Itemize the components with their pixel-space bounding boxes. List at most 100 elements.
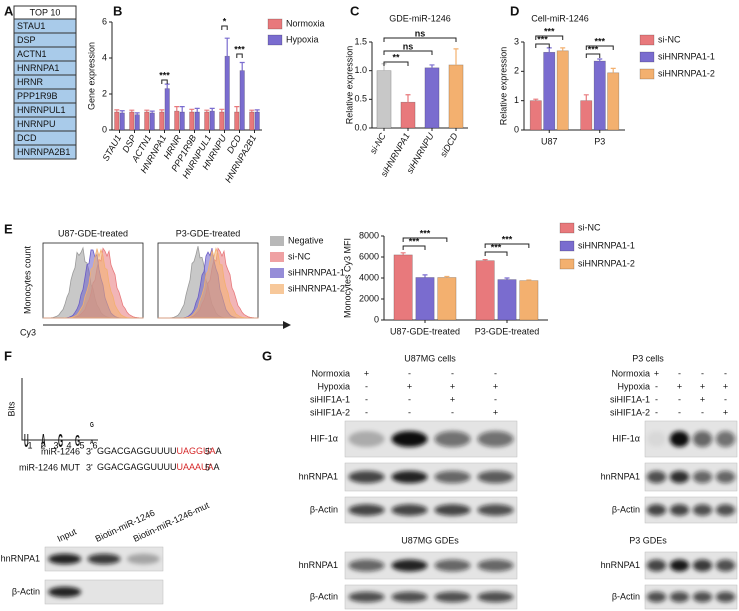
logo-letter: G xyxy=(90,421,94,429)
blot-band xyxy=(669,431,690,447)
blot-band xyxy=(692,504,713,516)
sequence-end: 5' xyxy=(205,462,212,472)
condition-sign: - xyxy=(408,407,411,417)
condition-sign: + xyxy=(723,407,728,417)
significance-label: *** xyxy=(234,44,245,54)
condition-sign: + xyxy=(700,394,705,404)
blot-band xyxy=(391,431,428,447)
sequence-part: GGACGAGGUUUU xyxy=(97,446,177,456)
blot-band xyxy=(477,559,514,572)
sequence-part: A xyxy=(216,446,222,456)
blot-band xyxy=(715,431,736,447)
blot-band xyxy=(646,504,667,516)
error-bar xyxy=(119,110,125,113)
blot-band xyxy=(646,431,667,447)
condition-sign: - xyxy=(655,394,658,404)
condition-sign: - xyxy=(678,407,681,417)
blot-band xyxy=(348,559,385,572)
error-bar xyxy=(134,112,140,115)
bar xyxy=(144,111,150,131)
legend-swatch xyxy=(639,51,655,63)
significance-label: *** xyxy=(159,70,170,80)
significance-bracket xyxy=(484,251,508,256)
list-item: PPP1R9B xyxy=(17,91,58,101)
error-bar xyxy=(610,67,616,73)
bar xyxy=(529,100,542,131)
legend-swatch xyxy=(270,252,284,262)
significance-label: ns xyxy=(415,28,426,38)
condition-sign: - xyxy=(655,407,658,417)
legend-swatch xyxy=(639,68,655,80)
blot-band xyxy=(391,504,428,516)
bar xyxy=(556,50,569,131)
y-tick-label: 1.0 xyxy=(354,65,367,75)
bar xyxy=(497,279,517,321)
list-header: TOP 10 xyxy=(30,7,61,17)
blot-band xyxy=(348,470,385,484)
legend-swatch xyxy=(559,258,575,270)
blot-band xyxy=(391,470,428,484)
group-title: P3 GDEs xyxy=(629,535,667,545)
y-tick-label: 0 xyxy=(374,314,379,324)
error-bar xyxy=(219,108,225,112)
panel-letter: B xyxy=(113,3,122,18)
x-tick-label: siDCD xyxy=(438,131,460,159)
error-bar xyxy=(533,98,539,101)
error-bar xyxy=(560,47,566,51)
x-tick-label: P3 xyxy=(594,136,605,146)
y-tick-label: 3 xyxy=(514,36,519,46)
band-label: HIF-1α xyxy=(310,433,338,443)
logo-position: 5 xyxy=(79,440,84,450)
band-label: hnRNPA1 xyxy=(601,560,640,570)
condition-sign: - xyxy=(701,368,704,378)
histogram-curve xyxy=(158,247,259,319)
significance-label: ns xyxy=(403,41,414,51)
x-tick-label: P3-GDE-treated xyxy=(475,326,540,336)
error-bar xyxy=(583,94,589,101)
histogram-title: U87-GDE-treated xyxy=(58,228,128,238)
significance-bracket xyxy=(383,37,457,42)
y-tick-label: 1 xyxy=(514,95,519,105)
logo-letter: G xyxy=(75,432,80,450)
y-tick-label: 6000 xyxy=(359,251,379,261)
logo-axis-label: Bits xyxy=(6,401,16,417)
significance-label: *** xyxy=(544,26,555,36)
sequence-end: 5' xyxy=(205,446,212,456)
sequence-end: 3' xyxy=(86,462,93,472)
legend-label: siHNRNPA1-2 xyxy=(578,258,635,268)
group-title: U87MG cells xyxy=(404,353,456,363)
band-label: β-Actin xyxy=(612,504,640,514)
legend-label: siHNRNPA1-2 xyxy=(288,283,345,293)
condition-sign: - xyxy=(365,394,368,404)
legend-swatch xyxy=(270,284,284,294)
error-bar xyxy=(189,108,195,112)
y-tick-label: 8000 xyxy=(359,230,379,240)
blot-band xyxy=(434,431,471,447)
band-label: hnRNPA1 xyxy=(1,553,40,563)
error-bar xyxy=(164,83,170,89)
list-item: HNRNPUL1 xyxy=(17,105,66,115)
significance-bracket xyxy=(236,53,243,58)
bar xyxy=(114,111,120,131)
bar xyxy=(189,111,195,131)
y-tick-label: 0 xyxy=(102,124,107,134)
condition-sign: - xyxy=(678,394,681,404)
blot-band xyxy=(715,470,736,484)
blot-band xyxy=(692,559,713,572)
legend-swatch xyxy=(270,236,284,246)
legend-label: si-NC xyxy=(658,34,681,44)
sequence: GGACGAGGUUUUUAAAUAA xyxy=(97,462,220,472)
error-bar xyxy=(149,110,155,113)
condition-sign: - xyxy=(724,394,727,404)
sequence-end: 3' xyxy=(86,446,93,456)
legend-label: Hypoxia xyxy=(286,34,319,44)
bar xyxy=(475,260,495,321)
band-label: HIF-1α xyxy=(612,433,640,443)
error-bar xyxy=(209,107,215,112)
bar xyxy=(129,111,135,131)
condition-sign: + xyxy=(723,381,728,391)
significance-bracket xyxy=(535,35,564,40)
y-axis-label: Monocytes count xyxy=(22,245,32,314)
sequence-part: UAAAUA xyxy=(177,462,214,472)
bar xyxy=(159,111,165,131)
